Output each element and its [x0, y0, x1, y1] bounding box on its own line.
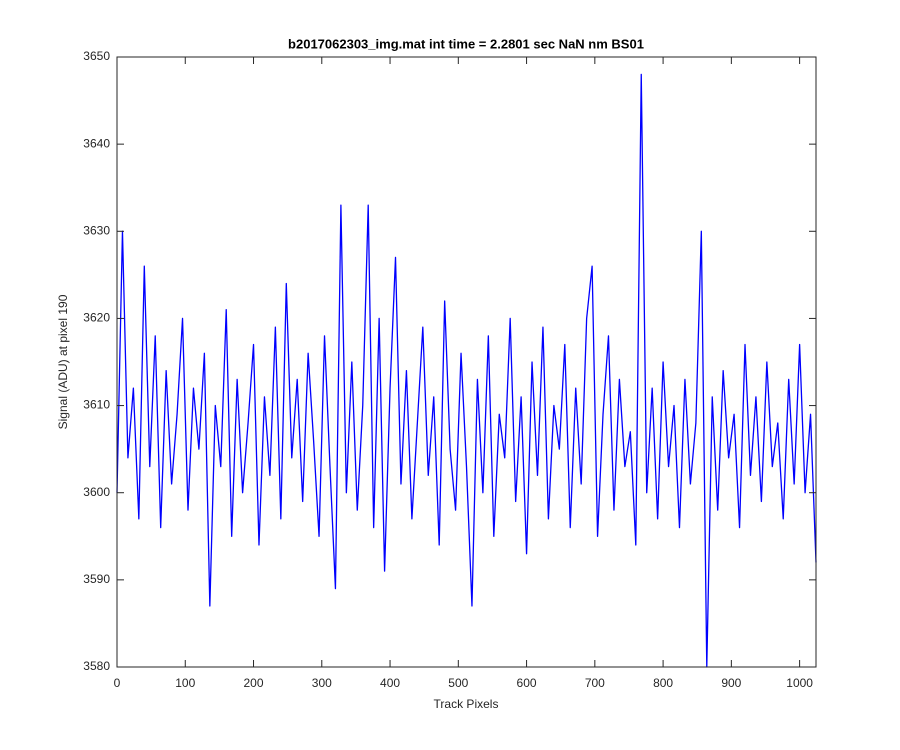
chart-title: b2017062303_img.mat int time = 2.2801 se… [288, 36, 644, 51]
x-tick-label: 600 [517, 676, 537, 690]
x-tick-label: 500 [448, 676, 468, 690]
x-tick-label: 700 [585, 676, 605, 690]
x-tick-label: 800 [653, 676, 673, 690]
data-line [116, 73, 817, 668]
x-axis-label: Track Pixels [434, 697, 499, 711]
x-tick-label: 300 [312, 676, 332, 690]
y-tick-label: 3630 [83, 223, 110, 237]
x-tick-label: 1000 [786, 676, 813, 690]
y-tick-label: 3590 [83, 572, 110, 586]
x-tick-label: 900 [721, 676, 741, 690]
axes-box [116, 56, 817, 668]
y-tick-label: 3600 [83, 485, 110, 499]
x-tick-label: 400 [380, 676, 400, 690]
y-tick-label: 3620 [83, 311, 110, 325]
y-tick-label: 3640 [83, 136, 110, 150]
y-tick-label: 3610 [83, 398, 110, 412]
y-axis-label: Signal (ADU) at pixel 190 [56, 294, 70, 429]
y-tick-label: 3650 [83, 49, 110, 63]
x-tick-label: 0 [114, 676, 121, 690]
y-tick-label: 3580 [83, 659, 110, 673]
x-tick-label: 100 [175, 676, 195, 690]
x-tick-label: 200 [244, 676, 264, 690]
